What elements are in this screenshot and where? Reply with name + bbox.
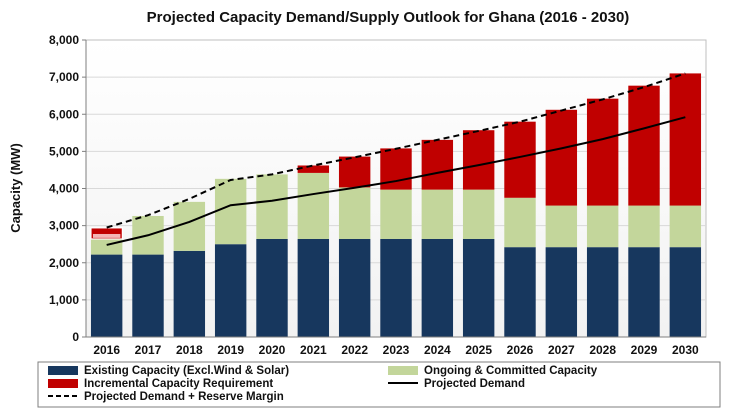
bar-ongoing-committed-capacity-2024 xyxy=(421,189,454,239)
y-tick-label: 3,000 xyxy=(49,219,79,233)
bar-ongoing-committed-capacity-2016 xyxy=(90,238,123,255)
bar-existing-capacity-excl-wind-solar-2027 xyxy=(545,247,578,337)
x-tick-label: 2025 xyxy=(465,343,492,357)
bar-existing-capacity-excl-wind-solar-2030 xyxy=(669,247,702,337)
x-tick-label: 2017 xyxy=(135,343,162,357)
x-tick-label: 2022 xyxy=(341,343,368,357)
x-tick-label: 2026 xyxy=(507,343,534,357)
bar-incremental-capacity-requirement-2029 xyxy=(628,85,660,206)
x-tick-label: 2029 xyxy=(631,343,658,357)
bar-incremental-capacity-requirement-2024 xyxy=(421,139,454,190)
bar-existing-capacity-excl-wind-solar-2018 xyxy=(173,250,206,337)
legend-box xyxy=(37,361,721,408)
bar-existing-capacity-excl-wind-solar-2019 xyxy=(214,244,247,337)
bar-existing-capacity-excl-wind-solar-2022 xyxy=(338,238,371,337)
legend-label-projected-demand-reserve-margin: Projected Demand + Reserve Margin xyxy=(84,391,284,403)
x-tick-label: 2028 xyxy=(589,343,616,357)
legend-label-incremental-capacity-requirement: Incremental Capacity Requirement xyxy=(84,378,273,390)
bar-ongoing-committed-capacity-2020 xyxy=(256,174,288,239)
legend-label-existing-capacity-excl-wind-solar: Existing Capacity (Excl.Wind & Solar) xyxy=(84,365,289,377)
bar-incremental-capacity-requirement-2025 xyxy=(462,130,495,190)
bar-existing-capacity-excl-wind-solar-2025 xyxy=(462,238,495,337)
legend-label-ongoing-committed-capacity: Ongoing & Committed Capacity xyxy=(424,365,598,377)
bar-incremental-capacity-requirement-2016 xyxy=(90,227,123,239)
bar-existing-capacity-excl-wind-solar-2024 xyxy=(421,238,454,337)
bar-incremental-capacity-requirement-2030 xyxy=(669,73,702,206)
y-tick-label: 1,000 xyxy=(49,293,79,307)
legend-label-projected-demand: Projected Demand xyxy=(424,378,525,390)
bar-incremental-capacity-requirement-2022 xyxy=(338,156,371,188)
y-tick-label: 7,000 xyxy=(49,70,79,84)
bar-existing-capacity-excl-wind-solar-2020 xyxy=(256,238,288,337)
y-tick-label: 0 xyxy=(72,330,79,344)
bar-ongoing-committed-capacity-2023 xyxy=(380,189,412,239)
line-projected-demand xyxy=(106,116,686,246)
y-tick-label: 6,000 xyxy=(49,107,79,121)
legend-swatch-incremental-capacity-requirement xyxy=(48,379,78,388)
bar-ongoing-committed-capacity-2030 xyxy=(669,205,702,248)
bar-incremental-capacity-requirement-2021 xyxy=(297,165,330,173)
x-tick-label: 2020 xyxy=(259,343,286,357)
highlight-2016-sheen xyxy=(92,233,121,238)
bar-existing-capacity-excl-wind-solar-2023 xyxy=(380,238,412,337)
bar-existing-capacity-excl-wind-solar-2016 xyxy=(90,254,123,337)
axes: 0 1,000 2,000 3,000 4,000 5,000 6,000 7,000 8,00… xyxy=(49,33,706,357)
line-projected-demand-reserve-margin xyxy=(106,72,686,229)
y-axis-label: Capacity (MW) xyxy=(8,143,23,233)
bar-incremental-capacity-requirement-2027 xyxy=(545,109,578,206)
bar-existing-capacity-excl-wind-solar-2021 xyxy=(297,238,330,337)
y-tick-label: 5,000 xyxy=(49,144,79,158)
x-tick-label: 2023 xyxy=(383,343,410,357)
chart-title: Projected Capacity Demand/Supply Outlook… xyxy=(147,9,630,26)
bar-incremental-capacity-requirement-2028 xyxy=(586,98,619,206)
bar-series xyxy=(90,73,702,337)
y-tick-label: 2,000 xyxy=(49,256,79,270)
bar-ongoing-committed-capacity-2029 xyxy=(628,205,660,248)
x-tick-label: 2024 xyxy=(424,343,451,357)
bar-ongoing-committed-capacity-2022 xyxy=(338,187,371,239)
bar-existing-capacity-excl-wind-solar-2028 xyxy=(586,247,619,337)
bar-ongoing-committed-capacity-2019 xyxy=(214,178,247,245)
bar-ongoing-committed-capacity-2021 xyxy=(297,172,330,239)
x-tick-label: 2030 xyxy=(672,343,699,357)
x-tick-label: 2019 xyxy=(217,343,244,357)
bar-ongoing-committed-capacity-2026 xyxy=(504,197,536,248)
bar-existing-capacity-excl-wind-solar-2017 xyxy=(132,254,164,337)
bar-ongoing-committed-capacity-2027 xyxy=(545,205,578,248)
x-tick-label: 2016 xyxy=(93,343,120,357)
y-tick-label: 8,000 xyxy=(49,33,79,47)
y-tick-label: 4,000 xyxy=(49,182,79,196)
line-series xyxy=(106,72,686,246)
legend-swatch-existing-capacity-excl-wind-solar xyxy=(48,366,78,375)
bar-ongoing-committed-capacity-2028 xyxy=(586,205,619,248)
x-tick-label: 2027 xyxy=(548,343,575,357)
x-tick-label: 2021 xyxy=(300,343,327,357)
bar-ongoing-committed-capacity-2025 xyxy=(462,189,495,239)
legend-swatch-ongoing-committed-capacity xyxy=(388,366,418,375)
legend: Existing Capacity (Excl.Wind & Solar) Ong… xyxy=(48,365,598,403)
highlight-2016-increment xyxy=(90,227,123,240)
bar-existing-capacity-excl-wind-solar-2029 xyxy=(628,247,660,337)
bar-ongoing-committed-capacity-2018 xyxy=(173,201,206,251)
bar-existing-capacity-excl-wind-solar-2026 xyxy=(504,247,536,337)
x-tick-label: 2018 xyxy=(176,343,203,357)
